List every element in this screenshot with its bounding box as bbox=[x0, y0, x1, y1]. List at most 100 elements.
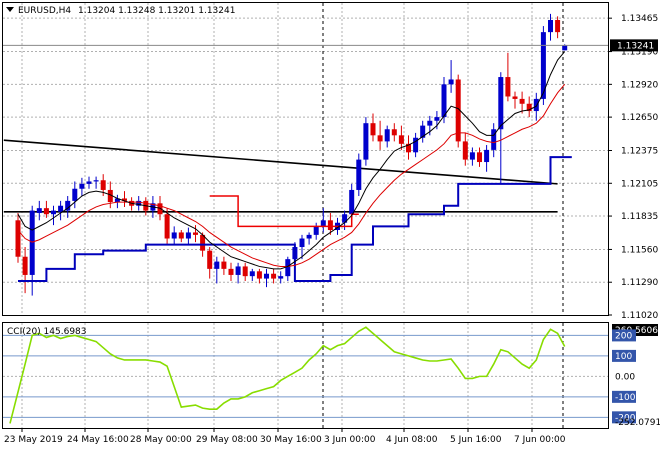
cci-indicator bbox=[9, 326, 566, 424]
candle-body bbox=[93, 180, 99, 182]
candle-body bbox=[185, 232, 191, 239]
candle bbox=[185, 227, 191, 245]
cci-label-bg bbox=[612, 349, 636, 362]
candle bbox=[15, 213, 21, 263]
cci-label-bg bbox=[612, 390, 636, 403]
candle bbox=[356, 153, 362, 197]
candle-body bbox=[441, 84, 447, 118]
candle-body bbox=[533, 98, 539, 112]
candle bbox=[114, 194, 120, 209]
candle-body bbox=[462, 141, 468, 160]
candle bbox=[242, 262, 248, 282]
cci-header: CCI(20) 145.6983 bbox=[7, 327, 87, 337]
candle-body bbox=[107, 189, 113, 203]
price-axis-label: 1.11020 bbox=[621, 311, 658, 321]
candle-body bbox=[207, 250, 213, 269]
candle bbox=[406, 135, 411, 160]
cci-level-label: 100 bbox=[615, 352, 632, 362]
candle-body bbox=[285, 259, 291, 277]
price-axis-label: 1.13190 bbox=[621, 48, 658, 58]
candle bbox=[122, 191, 127, 207]
candle bbox=[235, 262, 241, 284]
candle-body bbox=[136, 200, 142, 206]
chart-menu-icon[interactable] bbox=[6, 7, 14, 12]
candle-body bbox=[299, 238, 305, 248]
candle-body bbox=[86, 181, 92, 184]
current-price-box bbox=[610, 39, 658, 52]
candle bbox=[491, 123, 497, 158]
price-axis-label: 1.12650 bbox=[621, 113, 658, 123]
cci-level-label: -200 bbox=[615, 413, 636, 423]
candle-body bbox=[278, 276, 284, 279]
candle-body bbox=[306, 234, 312, 239]
candle bbox=[306, 232, 312, 245]
candle bbox=[313, 222, 319, 240]
cci-level-label: 200 bbox=[615, 331, 632, 341]
candle bbox=[469, 147, 475, 166]
slow-moving-average-line bbox=[17, 84, 566, 267]
candle-body bbox=[22, 256, 28, 275]
candle bbox=[43, 200, 49, 218]
candle bbox=[512, 91, 518, 109]
time-axis-label: 3 Jun 00:00 bbox=[324, 435, 376, 445]
cci-max-label: 260.5606 bbox=[615, 326, 658, 336]
candle-body bbox=[327, 220, 333, 231]
candle-body bbox=[271, 273, 277, 279]
candle bbox=[36, 200, 42, 221]
candle-body bbox=[427, 120, 433, 126]
candle bbox=[505, 52, 511, 102]
candle-body bbox=[264, 273, 269, 279]
price-axis-label: 1.11290 bbox=[621, 278, 658, 288]
cci-min-label: -252.0791 bbox=[615, 418, 660, 428]
candle bbox=[526, 96, 532, 118]
candle bbox=[299, 234, 305, 260]
candle-body bbox=[540, 32, 546, 99]
candle-body bbox=[562, 45, 568, 51]
candle-body bbox=[100, 180, 106, 190]
candle-body bbox=[249, 271, 255, 277]
candle bbox=[278, 271, 284, 284]
candle-body bbox=[434, 117, 440, 121]
candle bbox=[214, 256, 220, 284]
candle-body bbox=[51, 210, 56, 215]
candle bbox=[484, 145, 490, 172]
candle bbox=[86, 176, 92, 189]
resistance-step-line bbox=[209, 195, 359, 228]
candle bbox=[58, 200, 64, 221]
candle bbox=[377, 120, 383, 150]
candle bbox=[555, 16, 561, 39]
cci-level-label: 0.00 bbox=[615, 372, 635, 382]
fast-moving-average-line bbox=[17, 51, 566, 270]
candle-body bbox=[15, 220, 21, 257]
candle-body bbox=[548, 19, 553, 33]
candle bbox=[498, 72, 504, 184]
candle-body bbox=[114, 198, 120, 203]
price-axis-label: 1.12105 bbox=[621, 179, 658, 189]
candle bbox=[391, 123, 397, 142]
candle bbox=[413, 132, 419, 158]
time-axis-label: 4 Jun 08:00 bbox=[386, 435, 438, 445]
candle bbox=[548, 13, 553, 41]
candle-body bbox=[242, 266, 248, 277]
candle-body bbox=[363, 123, 369, 160]
time-axis-label: 5 Jun 16:00 bbox=[450, 435, 502, 445]
candle-body bbox=[178, 232, 184, 239]
candle-body bbox=[200, 234, 206, 251]
symbol-label: EURUSD,H4 bbox=[18, 6, 71, 16]
candle bbox=[533, 92, 539, 121]
cci-line bbox=[9, 326, 566, 424]
candle bbox=[221, 256, 227, 275]
candle-body bbox=[420, 125, 426, 138]
price-axis-label: 1.11560 bbox=[621, 245, 658, 255]
price-axis-label: 1.12920 bbox=[621, 80, 658, 90]
candle bbox=[363, 117, 369, 166]
candle bbox=[384, 125, 390, 148]
candle-body bbox=[157, 203, 163, 215]
candle-body bbox=[398, 135, 404, 144]
candle-body bbox=[65, 200, 71, 211]
cci-label-bg bbox=[612, 329, 636, 342]
candle bbox=[477, 147, 482, 167]
candle bbox=[448, 60, 454, 93]
candle bbox=[285, 256, 291, 282]
